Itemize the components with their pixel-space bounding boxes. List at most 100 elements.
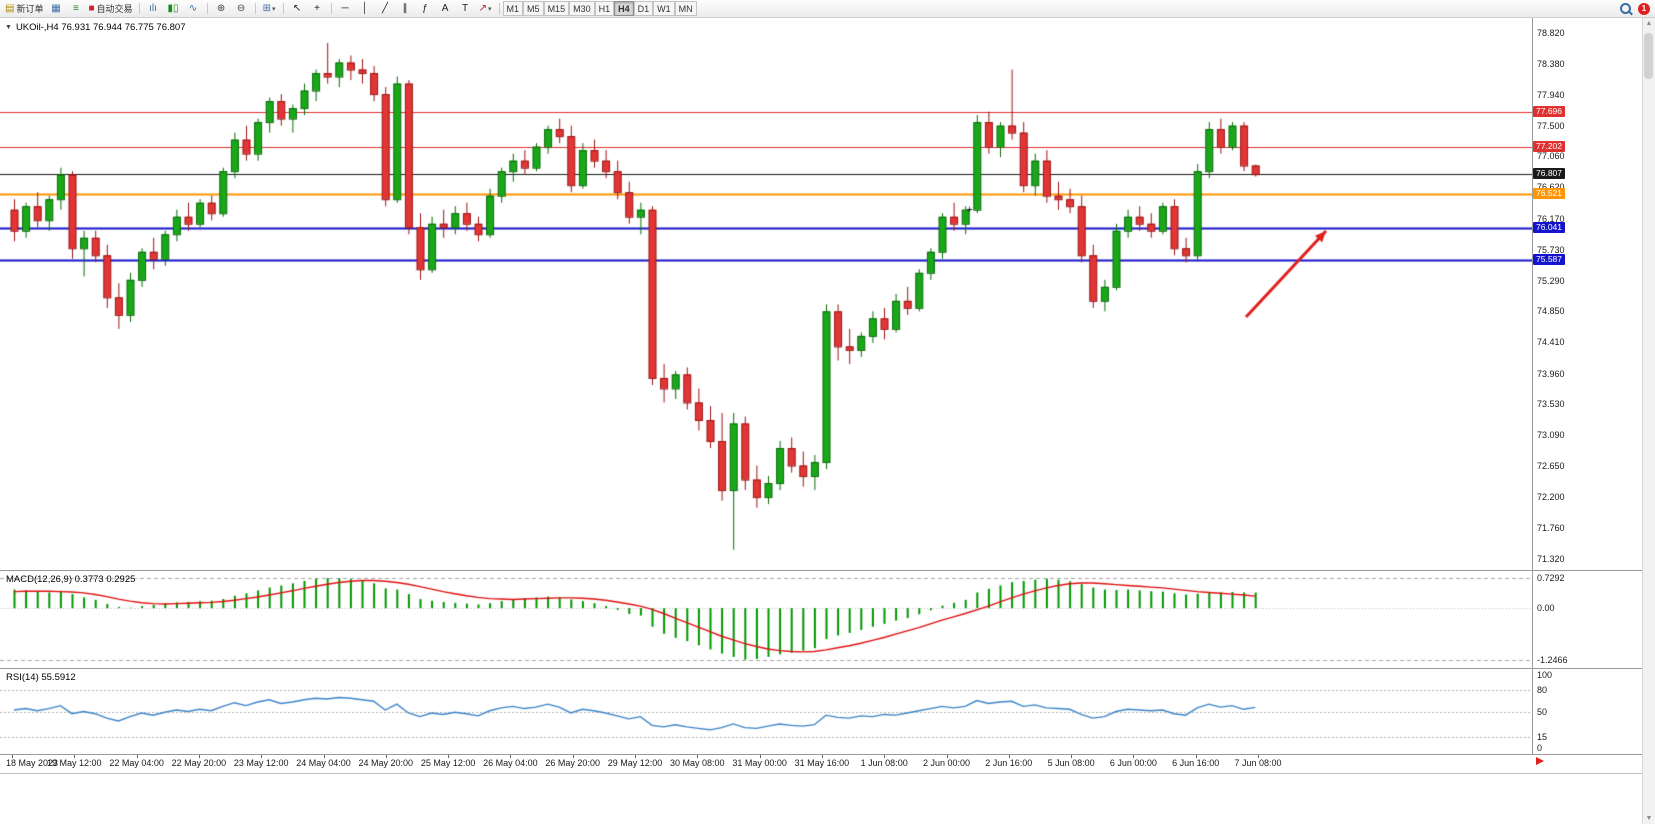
candlestick-mode-button[interactable]: ▮▯ (164, 1, 183, 16)
crosshair-button[interactable]: + (308, 1, 327, 16)
search-button[interactable] (1616, 1, 1635, 16)
bar-chart-icon: ılı (149, 2, 157, 14)
trendline-tool-button[interactable]: ╱ (376, 1, 395, 16)
price-axis-label: 76.170 (1537, 213, 1565, 224)
line-chart-icon: ∿ (188, 2, 198, 14)
price-line-badge: 77.696 (1533, 105, 1565, 117)
time-axis-tick (572, 755, 574, 758)
time-axis-label: 22 May 04:00 (109, 758, 164, 768)
macd-panel-canvas[interactable] (0, 571, 1532, 668)
timeframe-button-m5[interactable]: M5 (523, 1, 544, 16)
macd-indicator-label: MACD(12,26,9) 0.3773 0.2925 (6, 574, 136, 585)
profiles-button[interactable]: ≡ (66, 1, 85, 16)
symbol-ohlc-label: UKOil-,H4 76.931 76.944 76.775 76.807 (15, 22, 186, 33)
zoom-in-icon: ⊕ (216, 2, 226, 14)
time-axis-tick (1071, 755, 1073, 758)
macd-panel-divider[interactable] (0, 570, 1643, 571)
rsi-panel-canvas[interactable] (0, 669, 1532, 754)
price-axis-border (1532, 17, 1533, 755)
scrollbar-thumb[interactable] (1644, 33, 1653, 79)
time-axis-tick (385, 755, 387, 758)
auto-trading-button[interactable]: ■ 自动交易 (86, 1, 134, 16)
zoom-out-button[interactable]: ⊖ (232, 1, 251, 16)
time-axis-tick (635, 755, 636, 758)
main-chart-canvas[interactable] (0, 17, 1532, 570)
arrows-tool-button[interactable]: ↗ ▾ (476, 1, 495, 16)
vertical-scrollbar[interactable]: ▲ ▼ (1642, 17, 1655, 824)
price-line-badge: 75.587 (1533, 253, 1565, 265)
chart-shift-arrow[interactable] (1536, 757, 1544, 765)
toolbar-separator (206, 3, 208, 14)
vertical-line-tool-button[interactable]: │ (356, 1, 375, 16)
rsi-axis-label: 15 (1537, 732, 1548, 743)
bar-chart-mode-button[interactable]: ılı (144, 1, 163, 16)
price-axis-label: 77.500 (1537, 120, 1565, 131)
time-axis-tick (261, 755, 263, 758)
macd-axis-label: -1.2466 (1537, 654, 1568, 665)
cursor-icon: ↖ (292, 2, 302, 14)
time-axis-tick (946, 755, 948, 758)
zoom-in-button[interactable]: ⊕ (212, 1, 231, 16)
scroll-up-button[interactable]: ▲ (1645, 19, 1653, 27)
timeframe-button-m30[interactable]: M30 (569, 1, 595, 16)
crosshair-icon: + (314, 2, 320, 14)
toolbar-separator (498, 3, 500, 14)
price-axis-label: 77.060 (1537, 151, 1565, 162)
price-line-badge: 76.807 (1533, 168, 1565, 180)
timeframe-button-mn[interactable]: MN (674, 1, 697, 16)
fibonacci-icon: ƒ (422, 2, 428, 14)
line-chart-mode-button[interactable]: ∿ (184, 1, 203, 16)
price-axis-label: 73.090 (1537, 429, 1565, 440)
time-axis-tick (510, 755, 512, 758)
time-axis-label: 24 May 04:00 (296, 758, 351, 768)
scroll-down-button[interactable]: ▼ (1645, 814, 1653, 822)
rsi-axis-label: 80 (1537, 684, 1548, 695)
time-axis-tick (697, 755, 699, 758)
price-axis-label: 77.940 (1537, 89, 1565, 100)
price-line-badge: 76.041 (1533, 221, 1565, 233)
time-axis-bottom-border (0, 773, 1643, 774)
time-axis-tick (12, 755, 13, 758)
time-axis-tick (136, 755, 138, 758)
fibonacci-tool-button[interactable]: ƒ (416, 1, 435, 16)
timeframe-button-h4[interactable]: H4 (614, 1, 634, 16)
collapse-arrow-icon[interactable]: ▼ (5, 24, 12, 31)
price-axis-label: 73.530 (1537, 398, 1565, 409)
horizontal-line-tool-button[interactable]: ─ (336, 1, 355, 16)
time-axis-label: 2 Jun 00:00 (922, 758, 971, 768)
channel-tool-button[interactable]: ∥ (396, 1, 415, 16)
new-order-button-label: 新订单 (16, 4, 44, 14)
tile-windows-button[interactable]: ⊞ ▾ (260, 1, 279, 16)
label-tool-button[interactable]: T (456, 1, 475, 16)
price-axis-label: 71.760 (1537, 522, 1565, 533)
timeframe-button-h1[interactable]: H1 (594, 1, 615, 16)
tile-windows-icon: ⊞ (262, 2, 271, 14)
time-axis-label: 5 Jun 08:00 (1047, 758, 1095, 768)
text-icon: A (441, 2, 449, 14)
price-axis-label: 74.410 (1537, 337, 1565, 348)
toolbar-separator (138, 3, 140, 14)
chevron-down-icon: ▾ (487, 5, 492, 13)
price-axis-label: 76.620 (1537, 182, 1565, 192)
price-axis-label: 78.380 (1537, 58, 1565, 69)
time-axis-label: 30 May 08:00 (670, 758, 725, 768)
new-order-button[interactable]: ▤ 新订单 (3, 1, 45, 16)
timeframe-button-w1[interactable]: W1 (653, 1, 675, 16)
charts-window-button[interactable]: ▦ (46, 1, 65, 16)
trendline-icon: ╱ (382, 2, 389, 14)
channel-icon: ∥ (402, 2, 408, 14)
text-tool-button[interactable]: A (436, 1, 455, 16)
macd-axis-label: 0.7292 (1537, 573, 1565, 584)
timeframe-button-m1[interactable]: M1 (502, 1, 524, 16)
timeframe-button-m15[interactable]: M15 (543, 1, 570, 16)
price-axis-label: 75.730 (1537, 244, 1565, 255)
cursor-button[interactable]: ↖ (288, 1, 307, 16)
timeframe-button-d1[interactable]: D1 (633, 1, 654, 16)
rsi-panel-divider[interactable] (0, 668, 1643, 669)
auto-trading-button-label: 自动交易 (96, 4, 133, 14)
time-axis-tick (759, 755, 761, 758)
price-axis-label: 72.200 (1537, 492, 1565, 503)
chevron-down-icon: ▾ (271, 5, 276, 13)
notification-badge[interactable]: 1 (1638, 2, 1650, 15)
